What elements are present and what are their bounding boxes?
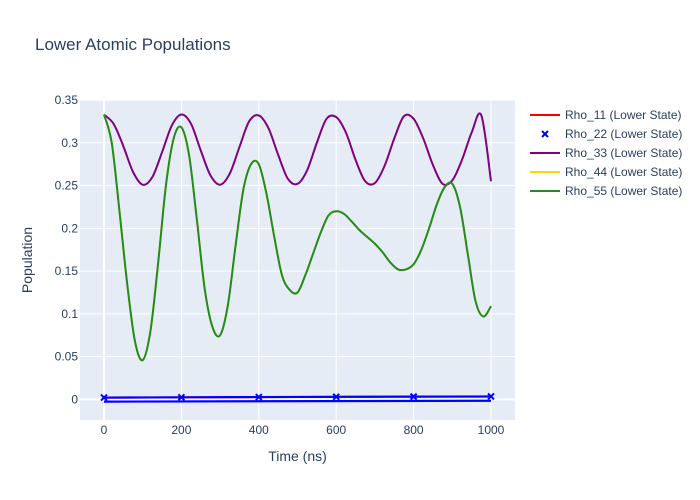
x-tick-label: 600	[326, 423, 346, 437]
data-point-rho-22-lower-state	[177, 393, 186, 402]
plot-area	[80, 100, 515, 420]
series-layer	[100, 112, 495, 403]
legend-label: Rho_22 (Lower State)	[565, 127, 682, 141]
data-point-rho-22-lower-state	[487, 392, 495, 401]
legend-item-rho-44-lower-state[interactable]: Rho_44 (Lower State)	[530, 165, 682, 179]
legend: Rho_11 (Lower State) Rho_22 (Lower State)…	[530, 108, 682, 198]
series-line-rho-55-lower-state	[103, 114, 492, 362]
grid	[80, 99, 515, 420]
data-point-rho-22-lower-state	[100, 393, 108, 402]
legend-item-rho-33-lower-state[interactable]: Rho_33 (Lower State)	[530, 146, 682, 160]
y-tick-label: 0.25	[55, 179, 79, 193]
legend-label: Rho_44 (Lower State)	[565, 165, 682, 179]
y-tick-label: 0.1	[61, 307, 78, 321]
series-line-rho-22-lower-state	[103, 395, 492, 399]
x-tick-label: 0	[101, 423, 108, 437]
x-tick-label: 400	[249, 423, 269, 437]
y-tick-label: 0.05	[55, 350, 79, 364]
legend-marker-icon	[541, 130, 549, 138]
legend-item-rho-11-lower-state[interactable]: Rho_11 (Lower State)	[530, 108, 682, 122]
data-point-rho-22-lower-state	[409, 392, 418, 401]
legend-item-rho-55-lower-state[interactable]: Rho_55 (Lower State)	[530, 184, 682, 198]
y-tick-label: 0.2	[61, 221, 78, 235]
series-line-extra	[103, 399, 492, 403]
x-tick-label: 200	[171, 423, 191, 437]
legend-item-rho-22-lower-state[interactable]: Rho_22 (Lower State)	[541, 127, 682, 141]
legend-label: Rho_11 (Lower State)	[565, 108, 682, 122]
y-tick-label: 0.3	[61, 136, 78, 150]
legend-label: Rho_55 (Lower State)	[565, 184, 682, 198]
x-tick-label: 800	[404, 423, 424, 437]
y-tick-label: 0	[71, 392, 78, 406]
y-tick-label: 0.35	[55, 93, 79, 107]
data-point-rho-22-lower-state	[332, 393, 340, 401]
y-tick-label: 0.15	[55, 264, 79, 278]
data-point-rho-22-lower-state	[255, 393, 263, 401]
x-axis-title: Time (ns)	[268, 448, 327, 464]
y-axis-title: Population	[19, 227, 35, 293]
x-tick-label: 1000	[478, 423, 505, 437]
legend-label: Rho_33 (Lower State)	[565, 146, 682, 160]
tick-labels: 0 200 400 600 800 1000 0 0.05 0.1 0.15 0.2 0.25 0.3 0…	[55, 93, 505, 437]
series-line-rho-33-lower-state	[103, 112, 492, 186]
chart-title: Lower Atomic Populations	[35, 35, 231, 54]
